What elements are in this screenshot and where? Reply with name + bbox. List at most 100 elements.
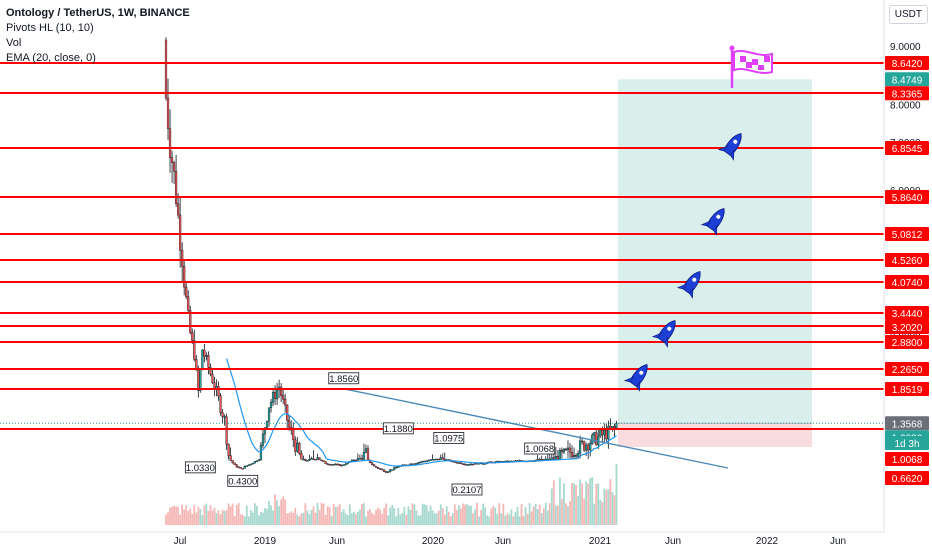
volume-bar — [213, 507, 216, 525]
volume-bar — [363, 503, 365, 525]
candle-body — [336, 463, 339, 466]
volume-bar — [476, 502, 478, 525]
price-tag: 8.3365 — [885, 86, 929, 101]
volume-bar — [411, 503, 414, 525]
candle-body — [579, 440, 582, 454]
candle-body — [471, 463, 475, 466]
volume-bar — [449, 516, 452, 525]
y-tick-label: 8.0000 — [890, 101, 921, 112]
pivot-text: 1.1880 — [384, 424, 413, 435]
candle-body — [435, 458, 438, 461]
candle-body — [231, 460, 234, 464]
candle-body — [562, 448, 566, 453]
indicator-ema[interactable]: EMA (20, close, 0) — [6, 52, 96, 64]
volume-bar — [575, 485, 577, 525]
volume-bar — [169, 507, 171, 525]
candle-body — [340, 464, 343, 467]
candle-body — [271, 392, 275, 403]
price-tag-text: 8.4749 — [892, 75, 923, 86]
candle-body — [314, 459, 317, 461]
rocket-window — [733, 139, 738, 144]
candle-body — [170, 157, 174, 163]
volume-bar — [324, 514, 327, 525]
volume-bar — [320, 502, 323, 525]
candle-body — [225, 416, 228, 445]
volume-bar — [278, 506, 281, 525]
volume-bar — [601, 502, 604, 525]
candle-body — [603, 430, 606, 436]
volume-bar — [316, 502, 319, 525]
volume-bar — [500, 513, 503, 525]
volume-bar — [405, 514, 408, 525]
volume-bar — [245, 505, 248, 525]
candle-body — [304, 458, 307, 461]
candle-body — [385, 471, 388, 473]
volume-bar — [231, 503, 234, 525]
volume-bar — [569, 501, 571, 525]
volume-bar — [318, 509, 321, 525]
ema-line — [226, 358, 617, 467]
volume-bar — [266, 508, 268, 525]
candle-body — [344, 463, 347, 466]
volume-bar — [581, 483, 584, 525]
volume-bar — [550, 488, 553, 525]
volume-bar — [548, 503, 551, 525]
candle-body — [316, 457, 319, 460]
volume-bar — [330, 515, 333, 525]
pivot-text: 0.2107 — [452, 485, 481, 496]
indicator-volume[interactable]: Vol — [6, 37, 22, 49]
volume-bar — [439, 504, 442, 525]
price-tag: 2.8800 — [885, 335, 929, 349]
volume-bar — [199, 509, 202, 525]
candle-body — [564, 448, 568, 451]
candle-body — [259, 445, 263, 461]
volume-bar — [381, 513, 384, 525]
volume-bar — [260, 512, 262, 525]
price-tag-text: 3.2020 — [892, 323, 923, 334]
rocket-icon — [623, 364, 648, 392]
volume-bar — [286, 513, 289, 525]
candle-body — [597, 435, 600, 445]
volume-bar — [427, 511, 430, 525]
price-tag-bg — [885, 362, 929, 376]
volume-bar — [399, 514, 402, 525]
pivot-box — [433, 432, 465, 444]
volume-bar — [189, 508, 192, 525]
volume-bar — [508, 514, 511, 525]
volume-bar — [205, 503, 208, 525]
volume-bar — [365, 516, 367, 525]
countdown-tag: 1d 3h — [885, 436, 929, 450]
candle-body — [342, 464, 345, 466]
candle-body — [409, 463, 412, 466]
price-tag-text: 5.0812 — [892, 230, 923, 241]
volume-bar — [308, 514, 311, 525]
pivot-label: 1.8560 — [328, 372, 360, 385]
volume-bar — [346, 515, 349, 525]
candle-body — [391, 469, 394, 471]
volume-bar — [514, 511, 517, 525]
symbol-title[interactable]: Ontology / TetherUS, 1W, BINANCE — [6, 7, 190, 19]
price-tag: 3.4440 — [885, 306, 929, 320]
price-tag-bg — [885, 382, 929, 396]
candle-body — [276, 389, 279, 400]
candle-body — [358, 458, 362, 460]
rocket-body — [657, 320, 676, 343]
volume-bar — [403, 506, 406, 525]
volume-bar — [510, 509, 513, 525]
candle-body — [599, 429, 602, 437]
rocket-icon — [717, 133, 742, 161]
currency-button[interactable]: USDT — [888, 5, 928, 24]
rocket-fin — [623, 376, 641, 392]
rocket-fin — [676, 283, 694, 299]
volume-bar — [492, 505, 495, 525]
volume-bar — [306, 510, 309, 525]
candle-body — [286, 404, 289, 421]
candle-body — [338, 463, 341, 466]
volume-bar — [583, 498, 586, 525]
volume-bar — [276, 500, 278, 525]
volume-bar — [540, 513, 543, 525]
candle-body — [595, 432, 598, 445]
candle-body — [587, 444, 590, 451]
indicator-pivots[interactable]: Pivots HL (10, 10) — [6, 22, 94, 34]
